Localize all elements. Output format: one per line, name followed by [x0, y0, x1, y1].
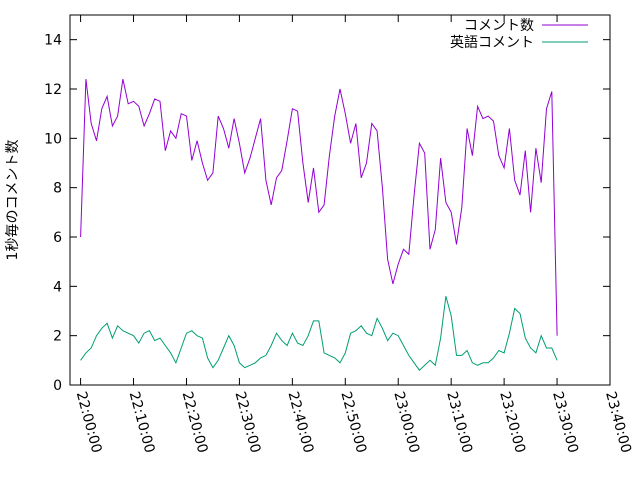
y-tick-label: 12	[44, 82, 62, 98]
x-tick-label: 23:40:00	[602, 390, 634, 455]
legend-label: 英語コメント	[450, 34, 534, 51]
y-tick-label: 4	[53, 279, 62, 295]
x-tick-label: 23:20:00	[496, 390, 528, 455]
x-tick-label: 22:20:00	[179, 390, 211, 455]
x-tick-label: 22:10:00	[126, 390, 158, 455]
y-tick-label: 2	[53, 329, 62, 345]
y-tick-label: 0	[53, 378, 62, 394]
series-line	[80, 296, 558, 371]
y-axis-label: 1秒毎のコメント数	[5, 140, 21, 261]
series-line	[80, 78, 558, 336]
legend-label: コメント数	[464, 18, 534, 34]
plot-frame	[69, 14, 611, 386]
y-tick-label: 6	[53, 230, 62, 246]
y-tick-label: 10	[44, 131, 62, 147]
x-tick-label: 23:00:00	[390, 390, 422, 455]
x-tick-label: 22:50:00	[337, 390, 369, 455]
x-tick-label: 23:10:00	[443, 390, 475, 455]
y-tick-label: 8	[53, 181, 62, 197]
x-tick-label: 23:30:00	[549, 390, 581, 455]
x-tick-label: 22:30:00	[232, 390, 264, 455]
x-tick-label: 22:00:00	[73, 390, 105, 455]
x-tick-label: 22:40:00	[284, 390, 316, 455]
y-tick-label: 14	[44, 33, 62, 49]
